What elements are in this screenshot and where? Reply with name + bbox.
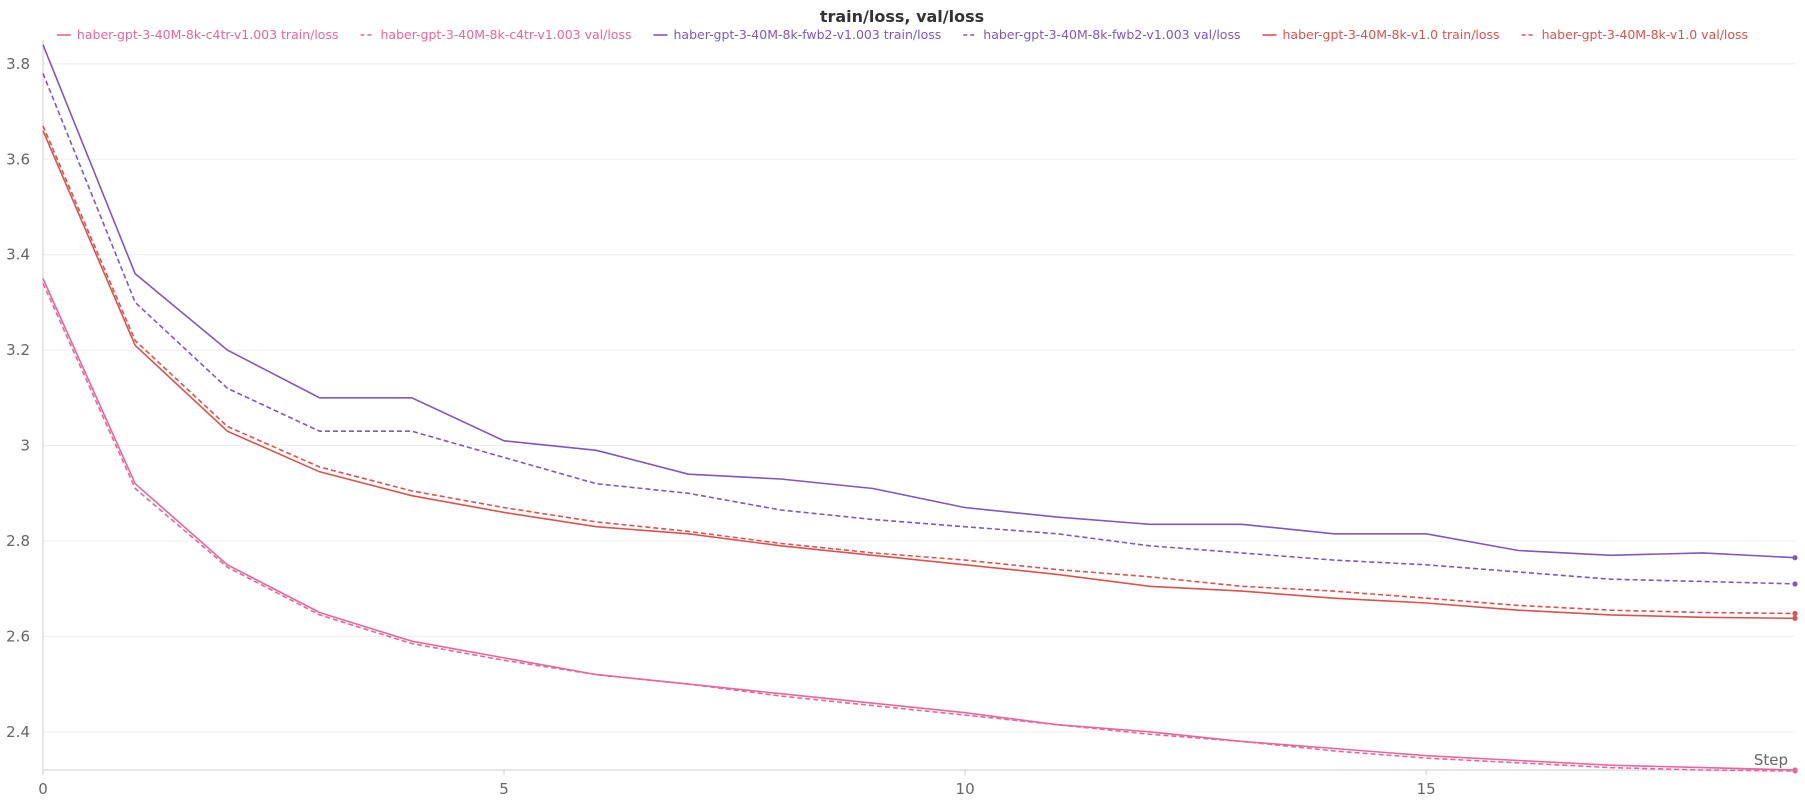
legend-label: haber-gpt-3-40M-8k-fwb2-v1.003 val/loss xyxy=(983,27,1240,42)
series-end-point xyxy=(1792,610,1798,617)
series-line[interactable] xyxy=(42,73,1796,585)
legend-item[interactable]: haber-gpt-3-40M-8k-fwb2-v1.003 train/los… xyxy=(653,27,941,42)
series-lines xyxy=(42,44,1798,774)
series-line[interactable] xyxy=(42,125,1796,615)
series-end-point xyxy=(1792,581,1798,587)
legend-item[interactable]: haber-gpt-3-40M-8k-c4tr-v1.003 train/los… xyxy=(56,27,339,42)
grid-lines xyxy=(43,63,1795,733)
x-tick-labels: 0 5 10 15 xyxy=(38,770,1436,798)
x-tick-label: 15 xyxy=(1417,780,1436,798)
series-line[interactable] xyxy=(42,130,1796,620)
axes xyxy=(42,40,1795,771)
series-end-point xyxy=(1792,615,1798,621)
y-tick-label: 3.6 xyxy=(6,150,30,168)
y-tick-label: 2.6 xyxy=(6,627,30,645)
legend-item[interactable]: haber-gpt-3-40M-8k-fwb2-v1.003 val/loss xyxy=(963,27,1240,42)
y-tick-labels: 2.4 2.6 2.8 3 3.2 3.4 3.6 3.8 xyxy=(6,55,30,741)
y-tick-label: 3 xyxy=(20,437,30,455)
y-tick-label: 3.4 xyxy=(6,246,30,264)
legend: haber-gpt-3-40M-8k-c4tr-v1.003 train/los… xyxy=(56,27,1749,42)
x-axis-label: Step xyxy=(1754,751,1788,769)
y-tick-label: 2.8 xyxy=(6,532,30,550)
series-line[interactable] xyxy=(42,278,1796,771)
y-tick-label: 2.4 xyxy=(6,723,30,741)
legend-item[interactable]: haber-gpt-3-40M-8k-v1.0 train/loss xyxy=(1262,27,1500,42)
series-line[interactable] xyxy=(42,282,1796,772)
y-tick-label: 3.8 xyxy=(6,55,30,73)
legend-item[interactable]: haber-gpt-3-40M-8k-c4tr-v1.003 val/loss xyxy=(360,27,631,42)
series-line[interactable] xyxy=(42,44,1796,559)
series-end-point xyxy=(1792,555,1798,561)
legend-label: haber-gpt-3-40M-8k-c4tr-v1.003 val/loss xyxy=(380,27,631,42)
legend-label: haber-gpt-3-40M-8k-c4tr-v1.003 train/los… xyxy=(77,27,339,42)
y-tick-label: 3.2 xyxy=(6,341,30,359)
x-tick-label: 10 xyxy=(956,780,975,798)
legend-label: haber-gpt-3-40M-8k-v1.0 train/loss xyxy=(1282,27,1499,42)
legend-item[interactable]: haber-gpt-3-40M-8k-v1.0 val/loss xyxy=(1521,27,1749,42)
chart-title: train/loss, val/loss xyxy=(820,7,984,26)
series-end-point xyxy=(1792,768,1798,774)
legend-label: haber-gpt-3-40M-8k-fwb2-v1.003 train/los… xyxy=(673,27,941,42)
x-tick-label: 0 xyxy=(38,780,48,798)
x-tick-label: 5 xyxy=(499,780,509,798)
legend-label: haber-gpt-3-40M-8k-v1.0 val/loss xyxy=(1542,27,1749,42)
